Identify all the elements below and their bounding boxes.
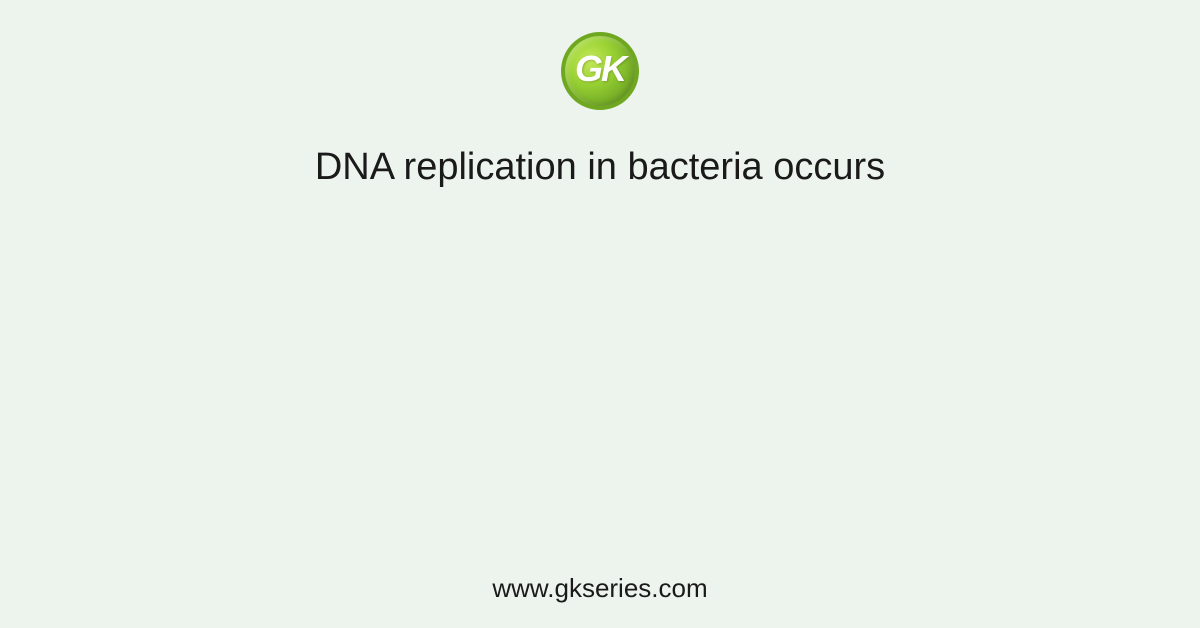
logo-text: GK: [575, 48, 625, 90]
logo-circle: GK: [561, 32, 639, 110]
footer-url: www.gkseries.com: [0, 573, 1200, 604]
logo: GK: [561, 32, 639, 110]
page-title: DNA replication in bacteria occurs: [315, 146, 885, 189]
